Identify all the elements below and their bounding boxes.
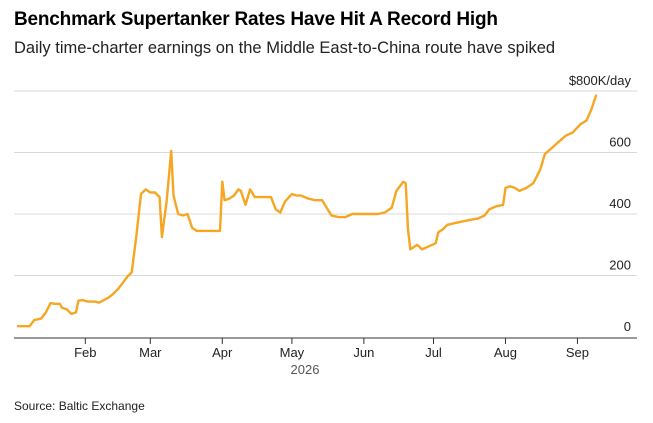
y-tick-label: 0 <box>624 319 631 334</box>
x-tick-label: Jul <box>425 345 442 360</box>
x-tick-label: May <box>280 345 305 360</box>
series-layer <box>16 94 598 328</box>
x-tick-label: Sep <box>566 345 589 360</box>
source-note: Source: Baltic Exchange <box>14 399 145 413</box>
x-tick-label: Apr <box>212 345 233 360</box>
x-tick-label: Aug <box>494 345 517 360</box>
y-tick-label: 200 <box>609 258 631 273</box>
y-tick-label: 600 <box>609 135 631 150</box>
series-line <box>16 94 598 328</box>
x-axis-year-label: 2026 <box>291 362 320 377</box>
chart-title: Benchmark Supertanker Rates Have Hit A R… <box>14 9 498 30</box>
x-axis-ticks: Feb Mar Apr May Jun Jul Aug Sep <box>74 338 589 360</box>
gridlines <box>14 90 637 339</box>
y-axis-ticks: 0 200 400 600 $800K/day <box>569 73 632 334</box>
chart-subtitle: Daily time-charter earnings on the Middl… <box>14 39 556 57</box>
y-tick-label: 400 <box>609 196 631 211</box>
x-tick-label: Mar <box>139 345 162 360</box>
y-tick-label: $800K/day <box>569 73 632 88</box>
x-tick-label: Jun <box>353 345 374 360</box>
x-tick-label: Feb <box>74 345 96 360</box>
